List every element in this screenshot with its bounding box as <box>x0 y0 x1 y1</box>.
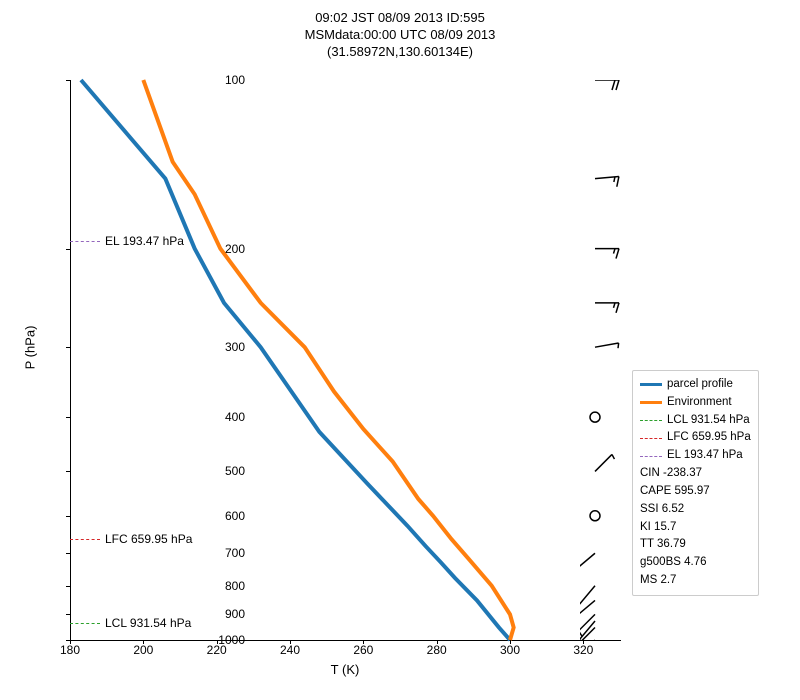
x-tick-label: 200 <box>133 643 153 657</box>
legend-swatch-lcl <box>640 420 662 421</box>
legend-cin: CIN -238.37 <box>640 465 751 483</box>
x-tick-label: 180 <box>60 643 80 657</box>
y-tick-label: 100 <box>225 73 245 87</box>
legend-ms: MS 2.7 <box>640 572 751 590</box>
legend-swatch-env <box>640 401 662 404</box>
legend-label-el: EL 193.47 hPa <box>667 447 743 465</box>
wind-barb <box>580 593 595 616</box>
legend-swatch-parcel <box>640 383 662 386</box>
wind-barb <box>595 80 619 90</box>
wind-barb <box>595 177 620 189</box>
x-tick-label: 320 <box>573 643 593 657</box>
legend-swatch-el <box>640 456 662 457</box>
level-line-el <box>70 241 100 242</box>
y-tick-label: 400 <box>225 410 245 424</box>
legend-label-env: Environment <box>667 394 732 412</box>
title-line3: (31.58972N,130.60134E) <box>327 44 473 59</box>
x-tick-label: 300 <box>500 643 520 657</box>
legend-swatch-lfc <box>640 438 662 439</box>
level-label-lfc: LFC 659.95 hPa <box>105 532 192 546</box>
x-axis-label: T (K) <box>70 662 620 677</box>
level-label-el: EL 193.47 hPa <box>105 234 184 248</box>
legend-el: EL 193.47 hPa <box>640 447 751 465</box>
level-line-lcl <box>70 623 100 624</box>
level-label-lcl: LCL 931.54 hPa <box>105 616 191 630</box>
x-tick-label: 280 <box>427 643 447 657</box>
legend-g500bs: g500BS 4.76 <box>640 554 751 572</box>
title-line1: 09:02 JST 08/09 2013 ID:595 <box>315 10 485 25</box>
title-line2: MSMdata:00:00 UTC 08/09 2013 <box>305 27 496 42</box>
legend-env: Environment <box>640 394 751 412</box>
y-tick-label: 200 <box>225 242 245 256</box>
legend-label-lfc: LFC 659.95 hPa <box>667 429 751 447</box>
y-tick-label: 600 <box>225 509 245 523</box>
wind-barb <box>580 546 595 569</box>
environment-line <box>143 80 513 640</box>
legend-ssi: SSI 6.52 <box>640 501 751 519</box>
y-tick-label: 900 <box>225 607 245 621</box>
legend-label-parcel: parcel profile <box>667 376 733 394</box>
wind-barb <box>595 303 619 313</box>
level-line-lfc <box>70 539 100 540</box>
y-tick-label: 500 <box>225 464 245 478</box>
wind-barb <box>595 454 616 475</box>
wind-barb <box>595 249 619 259</box>
y-tick-label: 800 <box>225 579 245 593</box>
y-tick-label: 300 <box>225 340 245 354</box>
plot-svg <box>70 80 620 640</box>
parcel-profile-line <box>81 80 510 640</box>
legend-ki: KI 15.7 <box>640 519 751 537</box>
legend-label-lcl: LCL 931.54 hPa <box>667 412 750 430</box>
legend-cape: CAPE 595.97 <box>640 483 751 501</box>
wind-barb <box>580 579 595 604</box>
legend-tt: TT 36.79 <box>640 536 751 554</box>
y-axis-label: P (hPa) <box>22 326 37 370</box>
wind-barb <box>595 343 620 352</box>
legend: parcel profile Environment LCL 931.54 hP… <box>632 370 759 596</box>
x-tick-label: 260 <box>353 643 373 657</box>
legend-lcl: LCL 931.54 hPa <box>640 412 751 430</box>
legend-parcel: parcel profile <box>640 376 751 394</box>
legend-lfc: LFC 659.95 hPa <box>640 429 751 447</box>
y-tick-label: 700 <box>225 546 245 560</box>
x-tick-label: 220 <box>207 643 227 657</box>
x-tick-label: 240 <box>280 643 300 657</box>
chart-title: 09:02 JST 08/09 2013 ID:595 MSMdata:00:0… <box>0 10 800 61</box>
